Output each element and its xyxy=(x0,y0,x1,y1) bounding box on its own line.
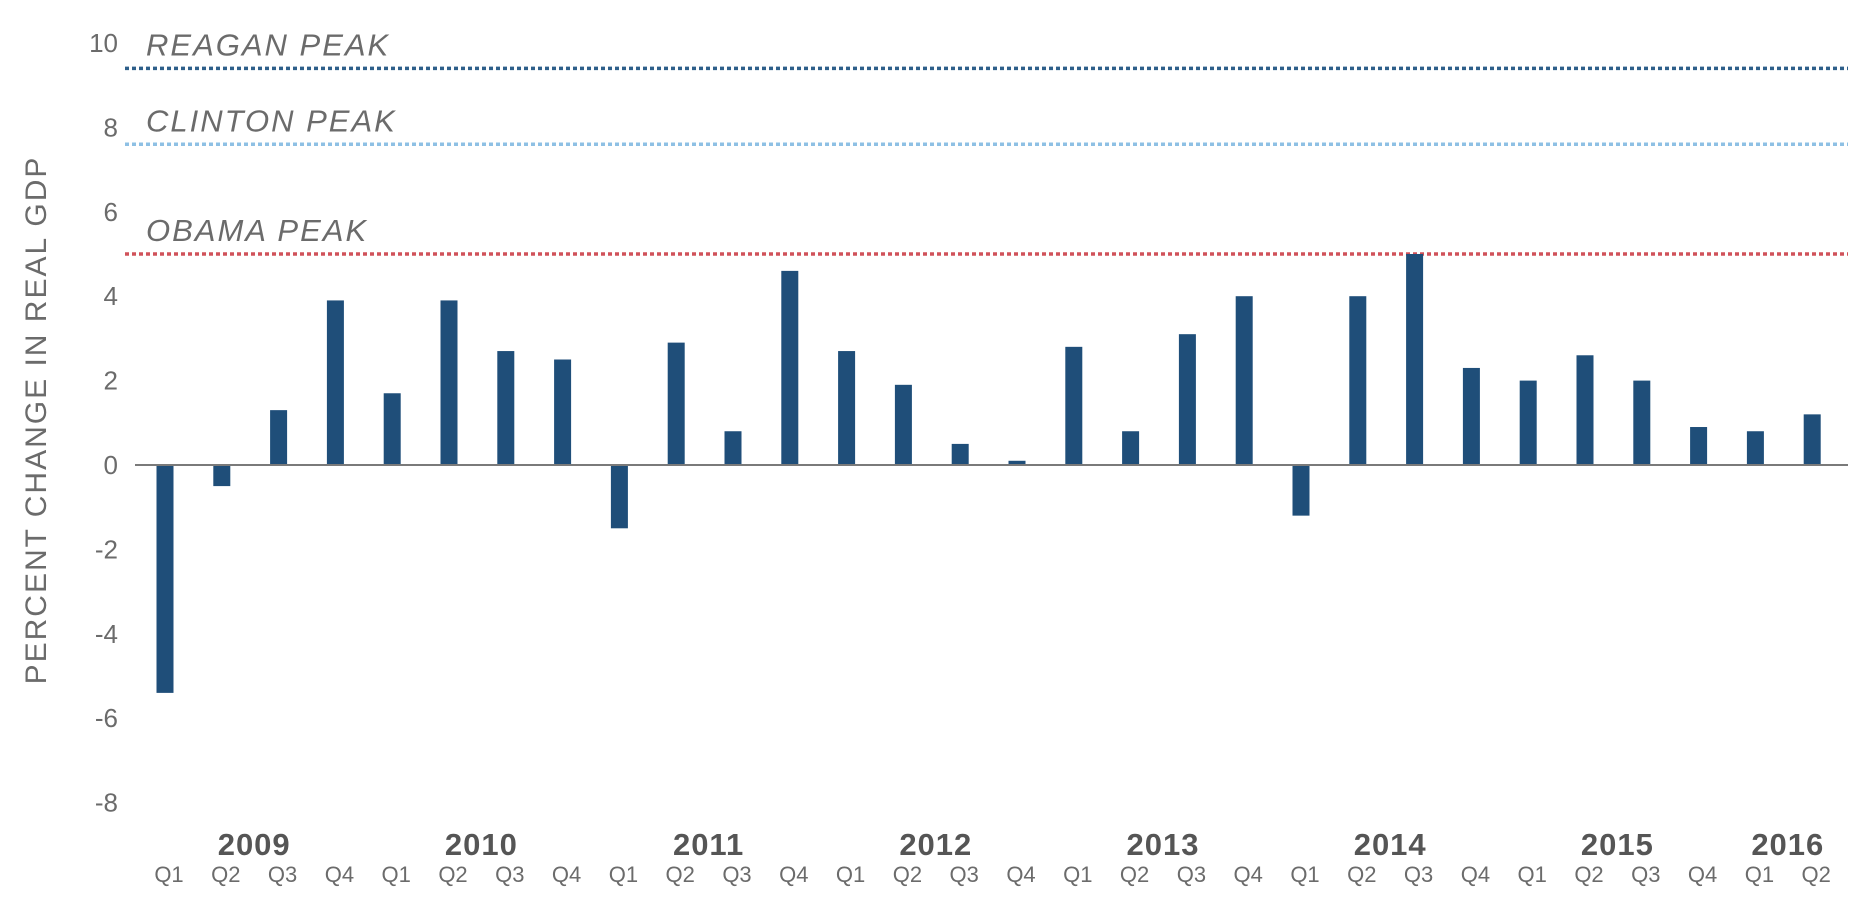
quarter-tick-label: Q1 xyxy=(382,862,411,887)
y-tick-label: -4 xyxy=(95,619,118,649)
quarter-tick-label: Q2 xyxy=(1802,862,1831,887)
reference-line-label: OBAMA PEAK xyxy=(146,213,368,248)
bar xyxy=(1633,380,1651,465)
year-tick-label: 2013 xyxy=(1127,827,1200,862)
quarter-tick-label: Q4 xyxy=(1461,862,1490,887)
quarter-tick-label: Q4 xyxy=(779,862,808,887)
year-tick-label: 2010 xyxy=(445,827,518,862)
quarter-tick-label: Q2 xyxy=(1574,862,1603,887)
quarter-tick-label: Q1 xyxy=(154,862,183,887)
quarter-tick-label: Q1 xyxy=(1290,862,1319,887)
bar xyxy=(1235,296,1253,465)
year-tick-label: 2016 xyxy=(1751,827,1824,862)
bar xyxy=(497,351,515,465)
bar xyxy=(326,300,344,465)
bar xyxy=(724,431,742,465)
y-tick-label: 10 xyxy=(89,28,118,58)
bar xyxy=(838,351,856,465)
quarter-tick-label: Q3 xyxy=(722,862,751,887)
y-tick-label: 6 xyxy=(104,197,118,227)
bar xyxy=(894,384,912,465)
y-tick-label: -2 xyxy=(95,534,118,564)
quarter-tick-label: Q4 xyxy=(1688,862,1717,887)
bar xyxy=(1178,334,1196,465)
bar xyxy=(440,300,458,465)
bar xyxy=(1406,254,1424,465)
quarter-tick-label: Q2 xyxy=(666,862,695,887)
quarter-tick-label: Q1 xyxy=(836,862,865,887)
y-tick-label: -8 xyxy=(95,788,118,818)
y-tick-label: 0 xyxy=(104,450,118,480)
bar xyxy=(213,465,231,487)
quarter-tick-label: Q3 xyxy=(1177,862,1206,887)
quarter-tick-label: Q2 xyxy=(1347,862,1376,887)
reference-line-label: CLINTON PEAK xyxy=(146,103,397,138)
year-tick-label: 2015 xyxy=(1581,827,1654,862)
y-tick-label: 8 xyxy=(104,112,118,142)
bar xyxy=(951,443,969,465)
bar xyxy=(1065,346,1083,465)
quarter-tick-label: Q2 xyxy=(438,862,467,887)
bar xyxy=(1292,465,1310,516)
quarter-tick-label: Q3 xyxy=(1404,862,1433,887)
bar xyxy=(156,465,174,693)
bar xyxy=(1746,431,1764,465)
bar xyxy=(1576,355,1594,465)
quarter-tick-label: Q1 xyxy=(609,862,638,887)
bar xyxy=(1519,380,1537,465)
quarter-tick-label: Q3 xyxy=(1631,862,1660,887)
bar xyxy=(270,410,288,465)
quarter-tick-label: Q2 xyxy=(893,862,922,887)
quarter-tick-label: Q4 xyxy=(325,862,354,887)
year-tick-label: 2009 xyxy=(218,827,291,862)
reference-line-label: REAGAN PEAK xyxy=(146,27,390,62)
quarter-tick-label: Q2 xyxy=(1120,862,1149,887)
bar xyxy=(610,465,628,529)
bar xyxy=(554,359,572,465)
bar xyxy=(383,393,401,465)
bar xyxy=(1349,296,1367,465)
bar xyxy=(1803,414,1821,465)
quarter-tick-label: Q1 xyxy=(1518,862,1547,887)
quarter-tick-label: Q1 xyxy=(1063,862,1092,887)
quarter-tick-label: Q1 xyxy=(1745,862,1774,887)
year-tick-label: 2011 xyxy=(673,827,744,862)
y-tick-label: -6 xyxy=(95,703,118,733)
bar xyxy=(1462,367,1480,465)
bar xyxy=(1690,427,1708,465)
quarter-tick-label: Q3 xyxy=(495,862,524,887)
y-tick-label: 4 xyxy=(104,281,118,311)
quarter-tick-label: Q4 xyxy=(1234,862,1263,887)
quarter-tick-label: Q4 xyxy=(552,862,581,887)
bar xyxy=(781,270,799,465)
quarter-tick-label: Q4 xyxy=(1006,862,1035,887)
y-axis-label: PERCENT CHANGE IN REAL GDP xyxy=(20,156,53,685)
bar xyxy=(667,342,685,465)
y-tick-label: 2 xyxy=(104,366,118,396)
year-tick-label: 2012 xyxy=(899,827,972,862)
bar xyxy=(1122,431,1140,465)
quarter-tick-label: Q3 xyxy=(950,862,979,887)
bar xyxy=(1008,460,1026,465)
year-tick-label: 2014 xyxy=(1354,827,1427,862)
quarter-tick-label: Q2 xyxy=(211,862,240,887)
quarter-tick-label: Q3 xyxy=(268,862,297,887)
